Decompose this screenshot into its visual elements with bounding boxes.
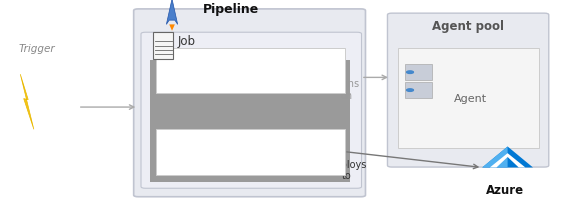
Polygon shape bbox=[482, 146, 508, 167]
Polygon shape bbox=[20, 74, 34, 129]
Polygon shape bbox=[169, 24, 175, 31]
Circle shape bbox=[407, 89, 413, 91]
Circle shape bbox=[407, 71, 413, 73]
Text: Step: Run script: Step: Run script bbox=[166, 66, 255, 76]
Polygon shape bbox=[166, 0, 178, 24]
Bar bbox=[150, 60, 350, 182]
Polygon shape bbox=[482, 146, 533, 167]
FancyBboxPatch shape bbox=[156, 129, 345, 175]
Text: Trigger: Trigger bbox=[18, 44, 55, 54]
Text: Step: Azure deployment: Step: Azure deployment bbox=[166, 148, 301, 158]
FancyBboxPatch shape bbox=[156, 48, 345, 93]
Text: Agent: Agent bbox=[454, 93, 487, 104]
FancyBboxPatch shape bbox=[141, 32, 362, 188]
Text: Runs
on: Runs on bbox=[335, 79, 359, 101]
Text: Pipeline: Pipeline bbox=[203, 3, 259, 16]
FancyBboxPatch shape bbox=[134, 9, 365, 197]
Text: Deploys
to: Deploys to bbox=[327, 160, 367, 181]
Bar bbox=[153, 32, 173, 59]
Text: Agent pool: Agent pool bbox=[432, 20, 504, 33]
Text: Job: Job bbox=[178, 35, 196, 48]
Text: Azure: Azure bbox=[486, 184, 524, 197]
Bar bbox=[405, 82, 432, 98]
FancyBboxPatch shape bbox=[398, 48, 539, 148]
Bar bbox=[405, 64, 432, 80]
Polygon shape bbox=[490, 153, 526, 167]
FancyBboxPatch shape bbox=[387, 13, 549, 167]
